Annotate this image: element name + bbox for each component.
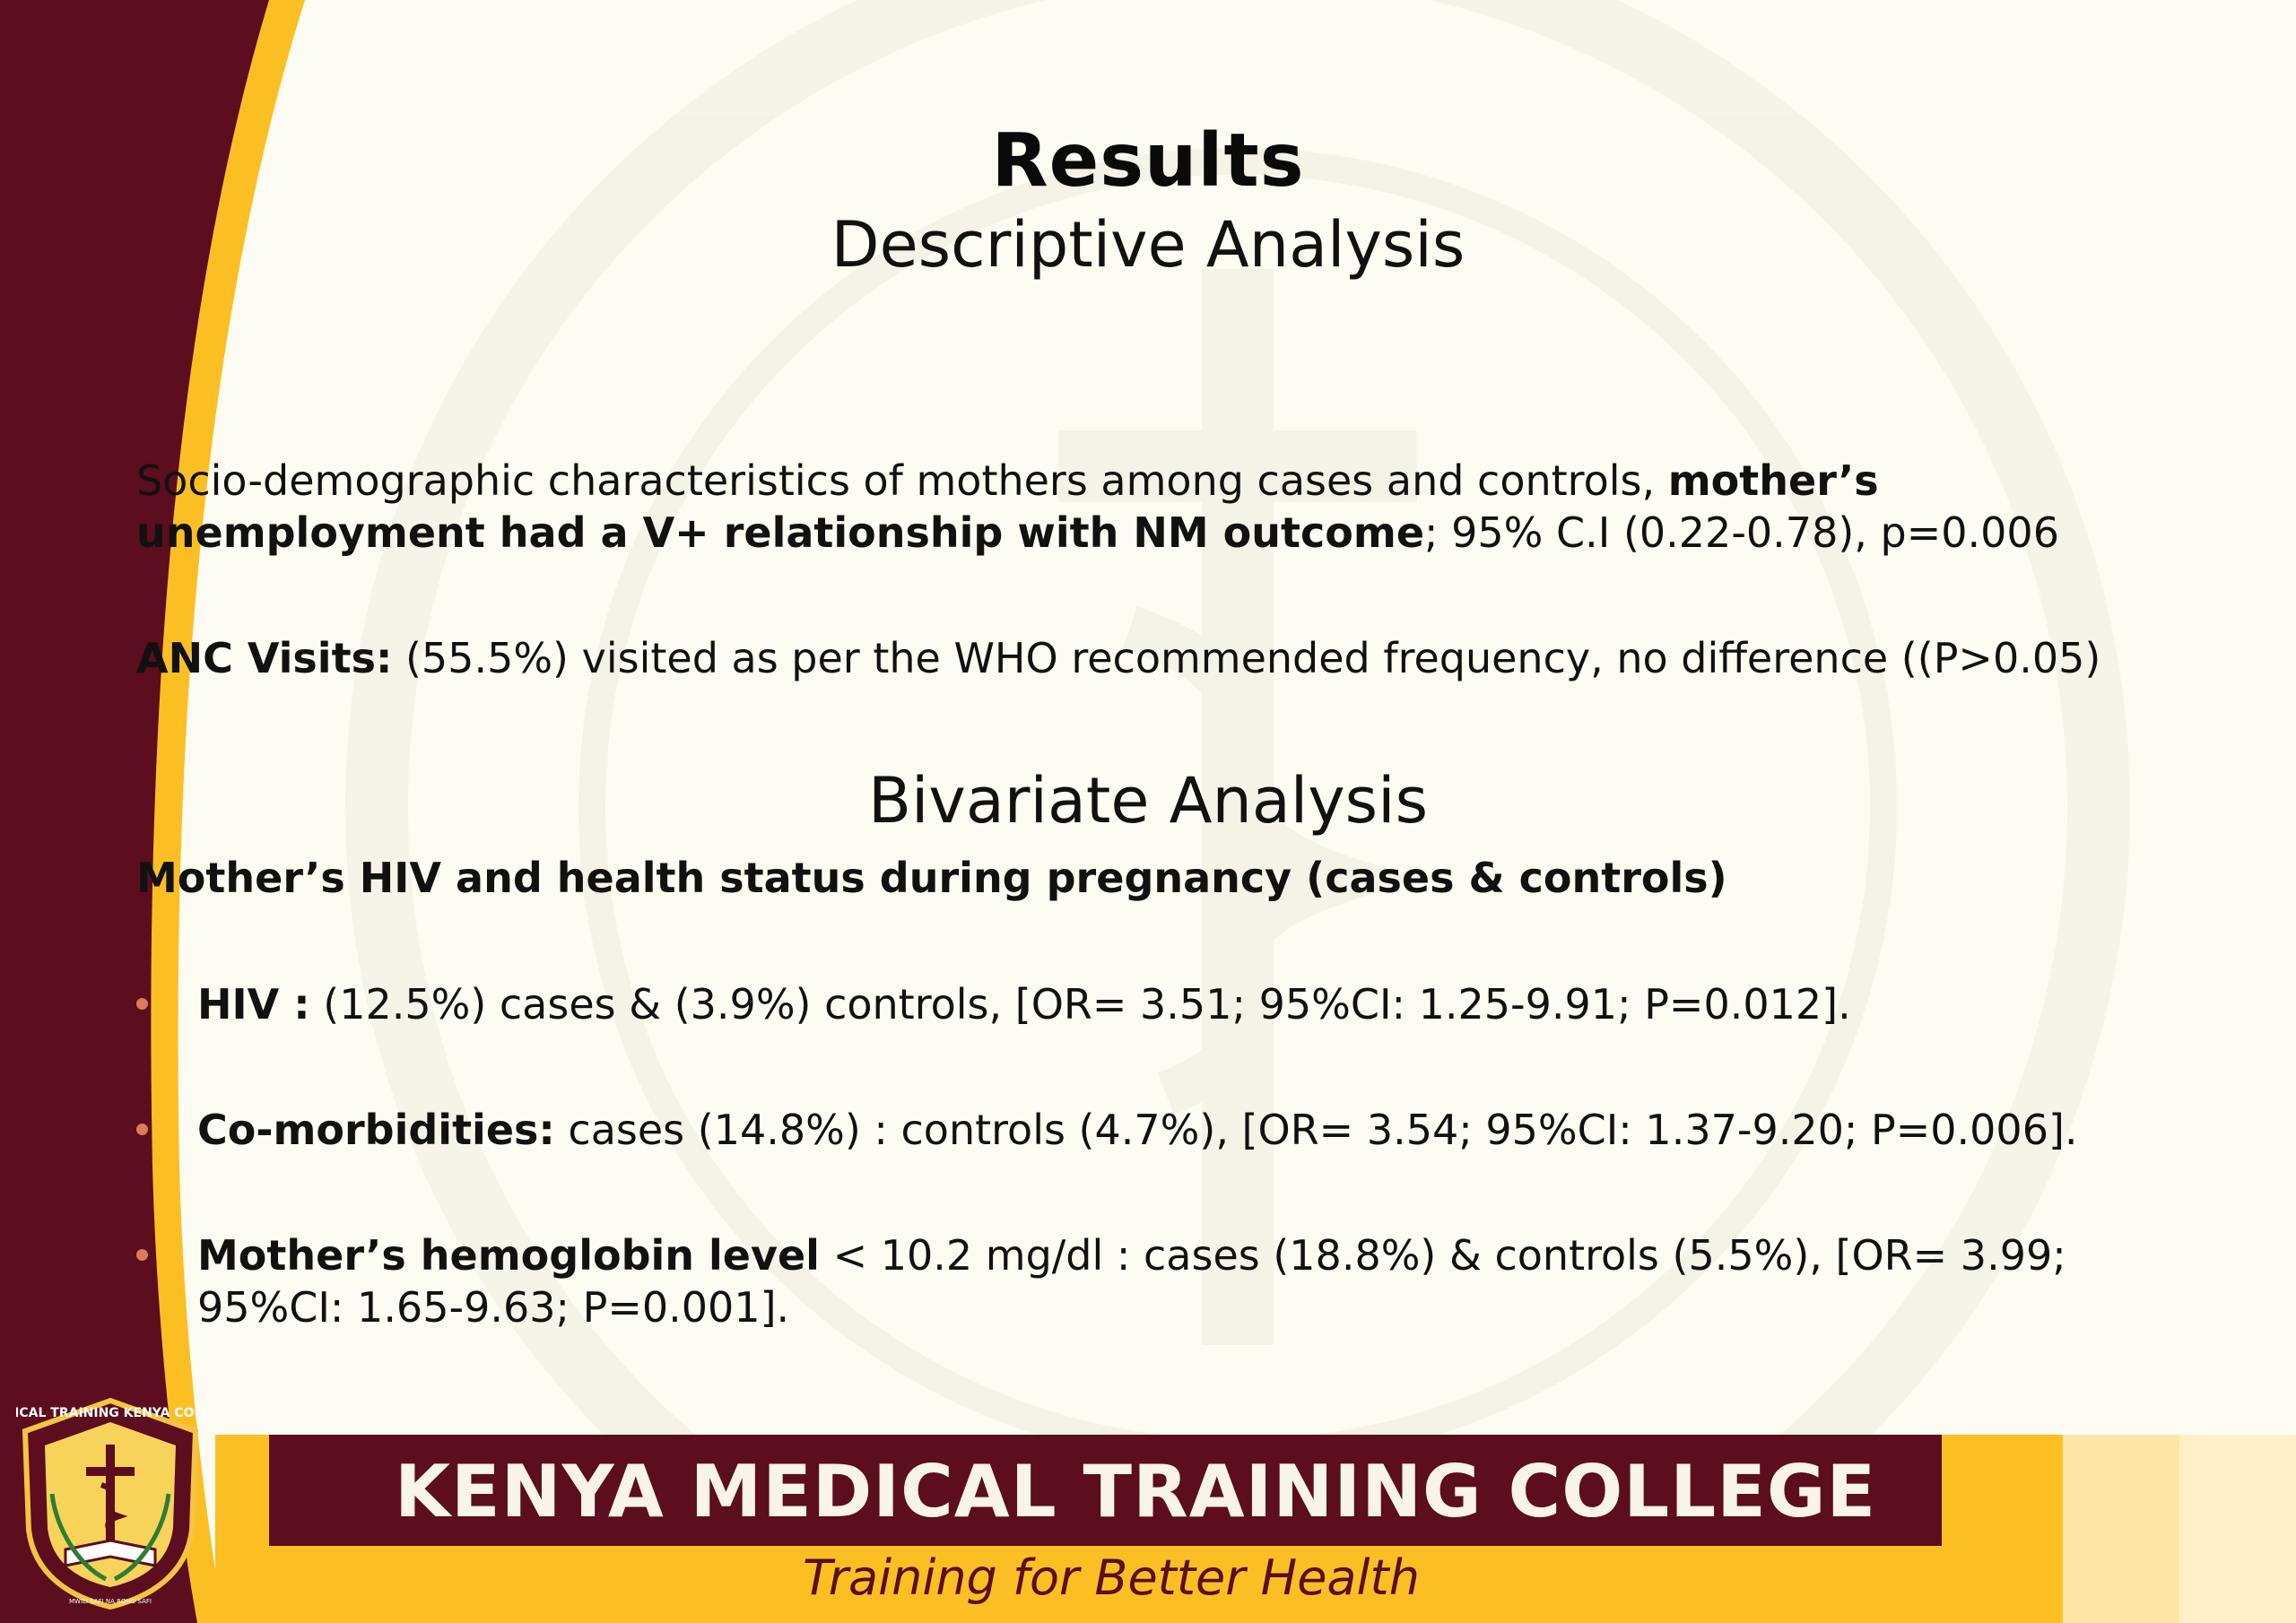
list-item: Co-morbidities: cases (14.8%) : controls… xyxy=(136,1104,2127,1156)
bullet-text: (12.5%) cases & (3.9%) controls, [OR= 3.… xyxy=(309,980,1851,1028)
logo-motto: MWILI SAFI NA ROHO SAFI xyxy=(69,1598,152,1605)
bivariate-heading: Mother’s HIV and health status during pr… xyxy=(136,854,1727,902)
college-tagline: Training for Better Health xyxy=(803,1549,1420,1606)
college-logo: MEDICAL TRAINING KENYA COLLEGE MWILI SAF… xyxy=(16,1397,204,1610)
logo-text: MEDICAL TRAINING KENYA COLLEGE xyxy=(16,1406,204,1420)
footer-light-band-2 xyxy=(2179,1435,2296,1623)
anc-visits-text: (55.5%) visited as per the WHO recommend… xyxy=(392,634,2101,682)
college-name: KENYA MEDICAL TRAINING COLLEGE xyxy=(395,1450,1877,1533)
bullet-dot-icon xyxy=(136,998,148,1010)
anc-visits-label: ANC Visits: xyxy=(136,634,393,682)
sociodemographic-ci: ; 95% C.I (0.22-0.78), p=0.006 xyxy=(1424,508,2059,557)
list-item: HIV : (12.5%) cases & (3.9%) controls, [… xyxy=(136,978,2127,1030)
footer-maroon-band xyxy=(269,1435,1942,1546)
slide-title: Results xyxy=(991,118,1305,204)
sociodemographic-bold: mother’s unemployment had a V+ relations… xyxy=(136,456,1879,557)
bullet-dot-icon xyxy=(136,1249,148,1261)
anc-visits-paragraph: ANC Visits: (55.5%) visited as per the W… xyxy=(136,632,2181,684)
watermark-seal xyxy=(345,0,2130,1623)
bullet-label: Mother’s hemoglobin level xyxy=(197,1231,820,1280)
sociodemographic-text: Socio-demographic characteristics of mot… xyxy=(136,456,1668,505)
left-maroon-band xyxy=(0,0,269,1623)
slide-subtitle: Descriptive Analysis xyxy=(831,208,1465,282)
bullet-label: Co-morbidities: xyxy=(197,1106,555,1154)
list-item: Mother’s hemoglobin level < 10.2 mg/dl :… xyxy=(136,1229,2127,1333)
bullet-text: < 10.2 mg/dl : cases (18.8%) & controls … xyxy=(197,1231,2066,1332)
sociodemographic-paragraph: Socio-demographic characteristics of mot… xyxy=(136,455,2181,559)
bivariate-title: Bivariate Analysis xyxy=(867,764,1429,838)
bullet-dot-icon xyxy=(136,1124,148,1135)
bullet-label: HIV : xyxy=(197,980,310,1028)
bullet-text: cases (14.8%) : controls (4.7%), [OR= 3.… xyxy=(554,1106,2078,1154)
